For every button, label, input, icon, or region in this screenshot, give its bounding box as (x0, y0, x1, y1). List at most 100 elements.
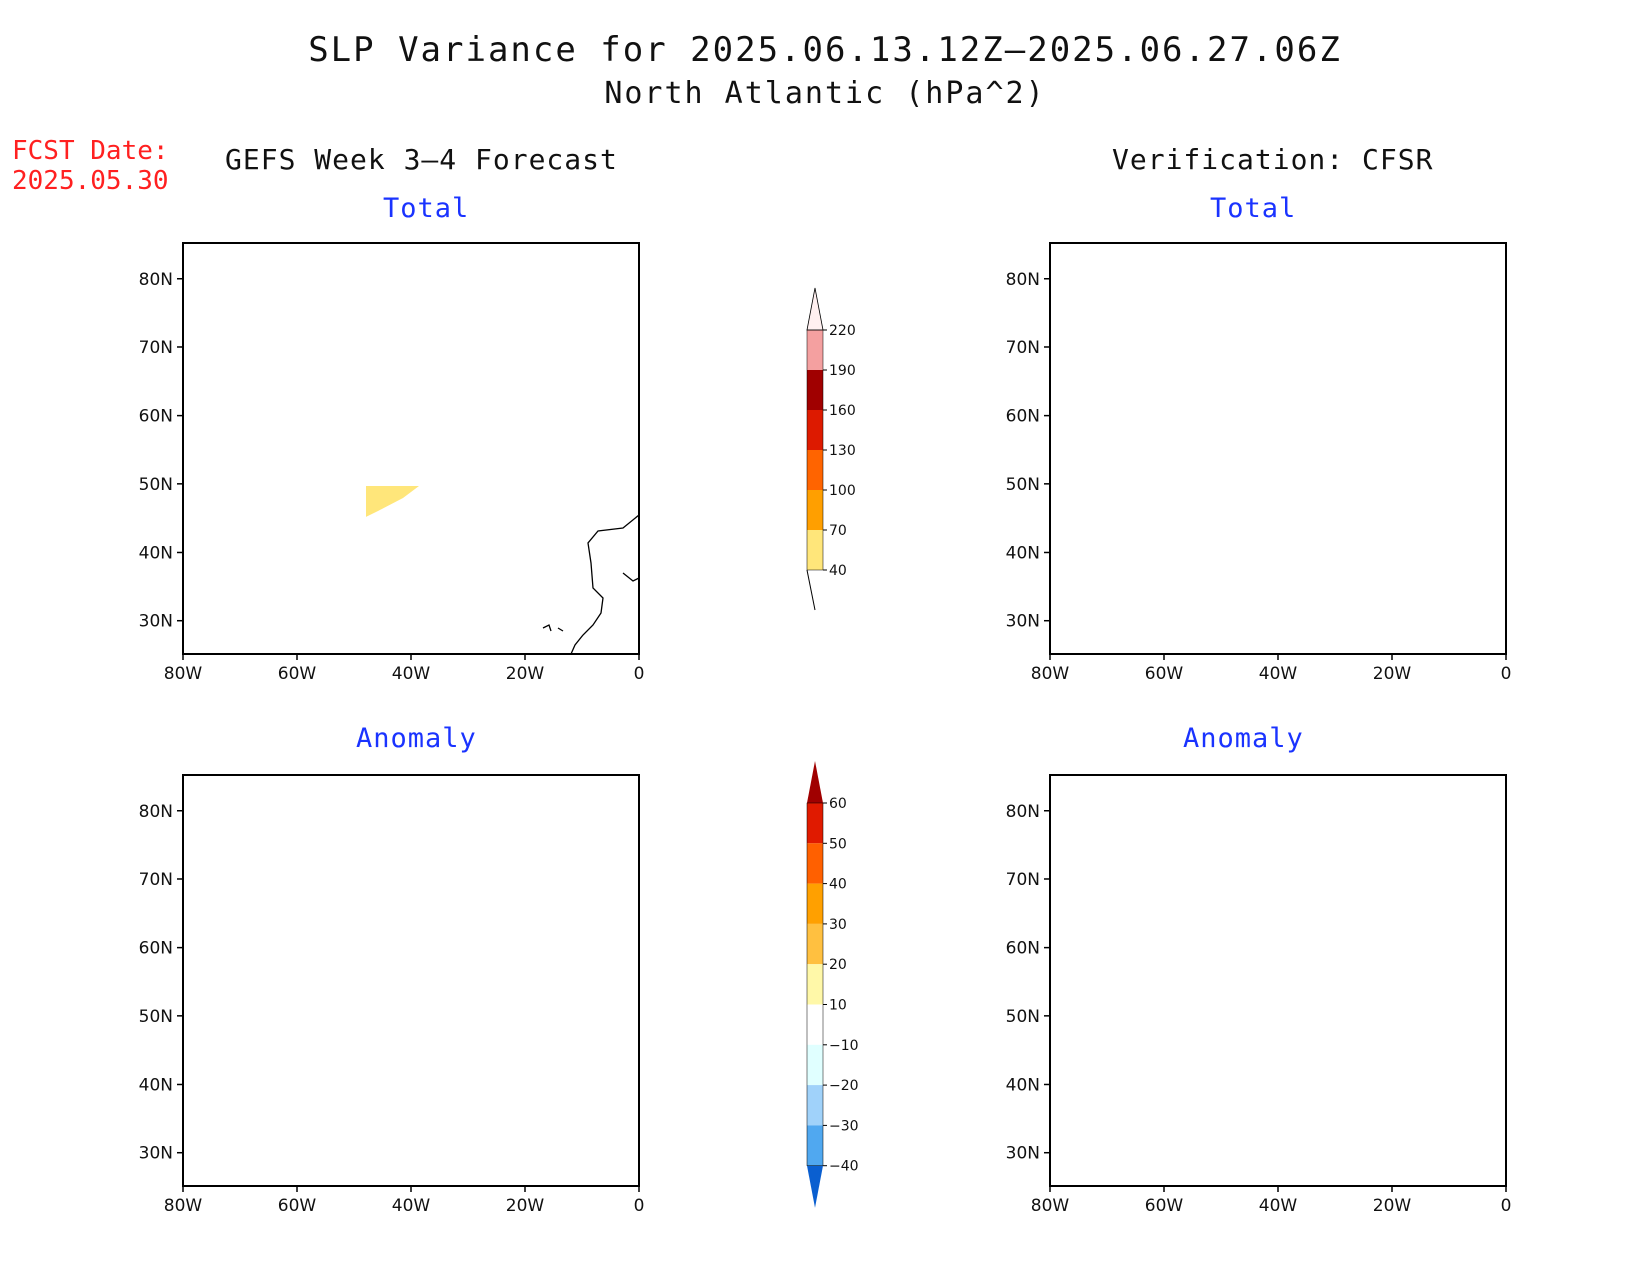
lat-tick-label: 50N (139, 475, 173, 495)
column-title-forecast: GEFS Week 3–4 Forecast (225, 143, 618, 176)
map-panel-cfsr-anomaly (1049, 774, 1507, 1187)
lon-tick-label: 60W (1145, 1196, 1184, 1216)
lat-tick-label: 30N (1006, 1144, 1040, 1164)
colorbar-anomaly-box (807, 1125, 823, 1166)
colorbar-anomaly-label: −30 (829, 1118, 859, 1134)
colorbar-total-label: 40 (829, 563, 847, 579)
column-title-verification: Verification: CFSR (1112, 143, 1434, 176)
lon-tick-label: 20W (506, 1196, 545, 1216)
lat-tick-label: 60N (139, 939, 173, 959)
colorbar-anomaly-box (807, 1004, 823, 1045)
lat-tick-label: 40N (1006, 1075, 1040, 1095)
lat-tick-label: 80N (1006, 802, 1040, 822)
lon-tick-label: 20W (506, 664, 545, 684)
colorbar-anomaly-box (807, 1044, 823, 1086)
colorbar-total-box (807, 490, 823, 530)
shading-gefs-total (366, 486, 419, 517)
lat-tick-label: 50N (1006, 475, 1040, 495)
map-panel-gefs-total (182, 242, 640, 655)
colorbar-anomaly-label: 30 (829, 917, 847, 933)
forecast-date-value: 2025.05.30 (12, 166, 169, 196)
colorbar-anomaly-label: −40 (829, 1159, 859, 1175)
colorbar-anomaly: 60 50 40 30 20 10 −10 −20 −30 −40 (806, 761, 859, 1208)
lon-tick-label: 60W (278, 664, 317, 684)
colorbar-anomaly-label: −20 (829, 1078, 859, 1094)
colorbar-total-label: 130 (829, 443, 856, 459)
lat-tick-label: 70N (1006, 870, 1040, 890)
colorbar-anomaly-box (807, 1085, 823, 1126)
colorbar-total-top-arrow (806, 287, 824, 331)
colorbar-total-box (807, 450, 823, 490)
colorbar-total: 40 70 100 130 160 190 220 (806, 287, 856, 611)
colorbar-anomaly-label: −10 (829, 1038, 859, 1054)
lat-tick-label: 70N (139, 338, 173, 358)
lat-tick-label: 50N (139, 1007, 173, 1027)
colorbar-anomaly-box (807, 843, 823, 884)
colorbar-total-box (807, 530, 823, 570)
lon-tick-label: 0 (1501, 1196, 1512, 1216)
lat-tick-label: 80N (1006, 270, 1040, 290)
lon-tick-label: 60W (278, 1196, 317, 1216)
colorbar-anomaly-label: 40 (829, 877, 847, 893)
lat-tick-label: 60N (139, 407, 173, 427)
lat-tick-label: 40N (139, 1075, 173, 1095)
colorbar-total-box (807, 410, 823, 450)
lon-tick-label: 0 (634, 664, 645, 684)
lat-tick-label: 70N (1006, 338, 1040, 358)
forecast-date-label: FCST Date: 2025.05.30 (12, 136, 169, 196)
map-panel-gefs-anomaly (182, 774, 640, 1187)
lat-tick-label: 30N (139, 1144, 173, 1164)
lon-tick-label: 0 (634, 1196, 645, 1216)
colorbar-anomaly-frame (806, 802, 824, 1166)
colorbar-anomaly-box (807, 923, 823, 965)
lat-tick-label: 80N (139, 270, 173, 290)
lon-tick-label: 0 (1501, 664, 1512, 684)
colorbar-total-label: 220 (829, 323, 856, 339)
colorbar-total-box (807, 330, 823, 370)
colorbar-anomaly-box (807, 964, 823, 1005)
colorbar-anomaly-label: 10 (829, 998, 847, 1014)
colorbar-total-label: 100 (829, 483, 856, 499)
colorbar-anomaly-bottom-arrow (807, 1165, 823, 1208)
colorbar-total-label: 70 (829, 523, 847, 539)
panel-title-gefs-total: Total (383, 193, 470, 224)
lat-tick-label: 30N (1006, 612, 1040, 632)
forecast-date-caption: FCST Date: (12, 136, 169, 166)
chart-subtitle: North Atlantic (hPa^2) (604, 76, 1046, 111)
panel-title-cfsr-total: Total (1210, 193, 1297, 224)
lat-tick-label: 60N (1006, 939, 1040, 959)
lon-tick-label: 20W (1373, 1196, 1412, 1216)
axis-ticks: 80N 70N 60N 50N 40N 30N 80W 60W 40W 20W 0 80N 70N 60N… (139, 270, 1512, 1216)
colorbar-total-label: 160 (829, 403, 856, 419)
lon-tick-label: 40W (1259, 664, 1298, 684)
shading-cfsr-anomaly (1050, 800, 1506, 1075)
lon-tick-label: 20W (1373, 664, 1412, 684)
panel-title-cfsr-anomaly: Anomaly (1183, 723, 1304, 754)
colorbar-anomaly-label: 50 (829, 836, 847, 852)
colorbar-anomaly-label: 60 (829, 796, 847, 812)
lon-tick-label: 40W (392, 664, 431, 684)
lat-tick-label: 70N (139, 870, 173, 890)
colorbar-anomaly-box (807, 883, 823, 924)
colorbar-total-box (807, 370, 823, 410)
colorbar-total-label: 190 (829, 363, 856, 379)
shading-cfsr-total (1050, 353, 1506, 498)
chart-title: SLP Variance for 2025.06.13.12Z–2025.06.… (308, 30, 1342, 70)
lat-tick-label: 60N (1006, 407, 1040, 427)
colorbar-total-bottom-arrow (806, 569, 816, 611)
lat-tick-label: 80N (139, 802, 173, 822)
lat-tick-label: 40N (1006, 543, 1040, 563)
lon-tick-label: 40W (1259, 1196, 1298, 1216)
lon-tick-label: 80W (164, 1196, 203, 1216)
lon-tick-label: 80W (164, 664, 203, 684)
colorbar-anomaly-label: 20 (829, 957, 847, 973)
lon-tick-label: 40W (392, 1196, 431, 1216)
lon-tick-label: 80W (1031, 664, 1070, 684)
map-panel-cfsr-total (1049, 242, 1507, 655)
lon-tick-label: 80W (1031, 1196, 1070, 1216)
shading-gefs-anomaly (183, 843, 445, 1020)
lat-tick-label: 50N (1006, 1007, 1040, 1027)
panel-title-gefs-anomaly: Anomaly (356, 723, 477, 754)
lon-tick-label: 60W (1145, 664, 1184, 684)
